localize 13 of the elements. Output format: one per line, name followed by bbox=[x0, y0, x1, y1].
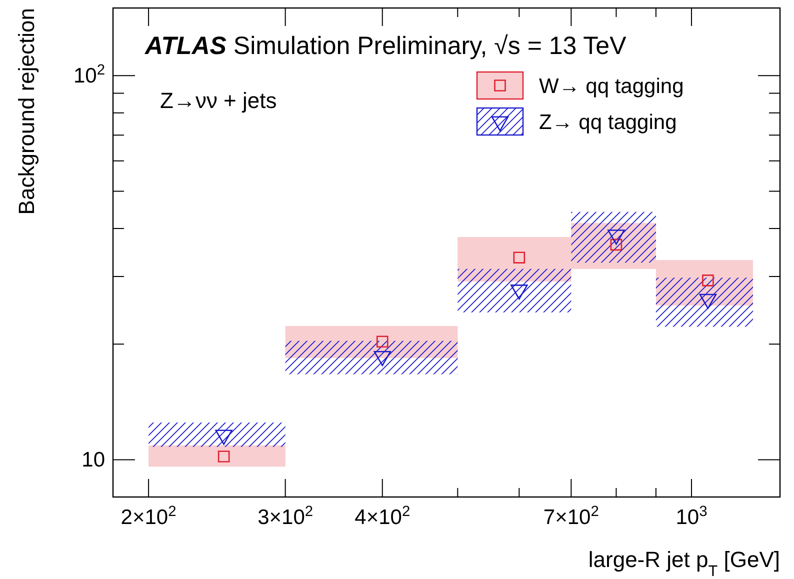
y-axis-title: Background rejection bbox=[14, 8, 39, 215]
annotation: Z→νν + jets bbox=[160, 88, 277, 113]
legend-label: Z→ qq tagging bbox=[539, 111, 677, 134]
text: ATLAS Simulation Preliminary, √s = 13 TeV bbox=[144, 32, 627, 60]
legend-label: W→ qq tagging bbox=[539, 75, 684, 98]
x-tick-label: 3×10$^{2}$ bbox=[258, 504, 314, 529]
y-tick-label: 10 bbox=[82, 448, 105, 472]
x-tick-label: 10$^{3}$ bbox=[676, 504, 708, 529]
x-tick-label: 7×10$^{2}$ bbox=[543, 504, 599, 529]
x-tick-label: 4×10$^{2}$ bbox=[354, 504, 410, 529]
x-axis-title: large-R jet p$_{T}$ [GeV] bbox=[588, 547, 780, 579]
x-tick-label: 2×10$^{2}$ bbox=[120, 504, 176, 529]
y-tick-label: 10$^{2}$ bbox=[73, 62, 105, 88]
